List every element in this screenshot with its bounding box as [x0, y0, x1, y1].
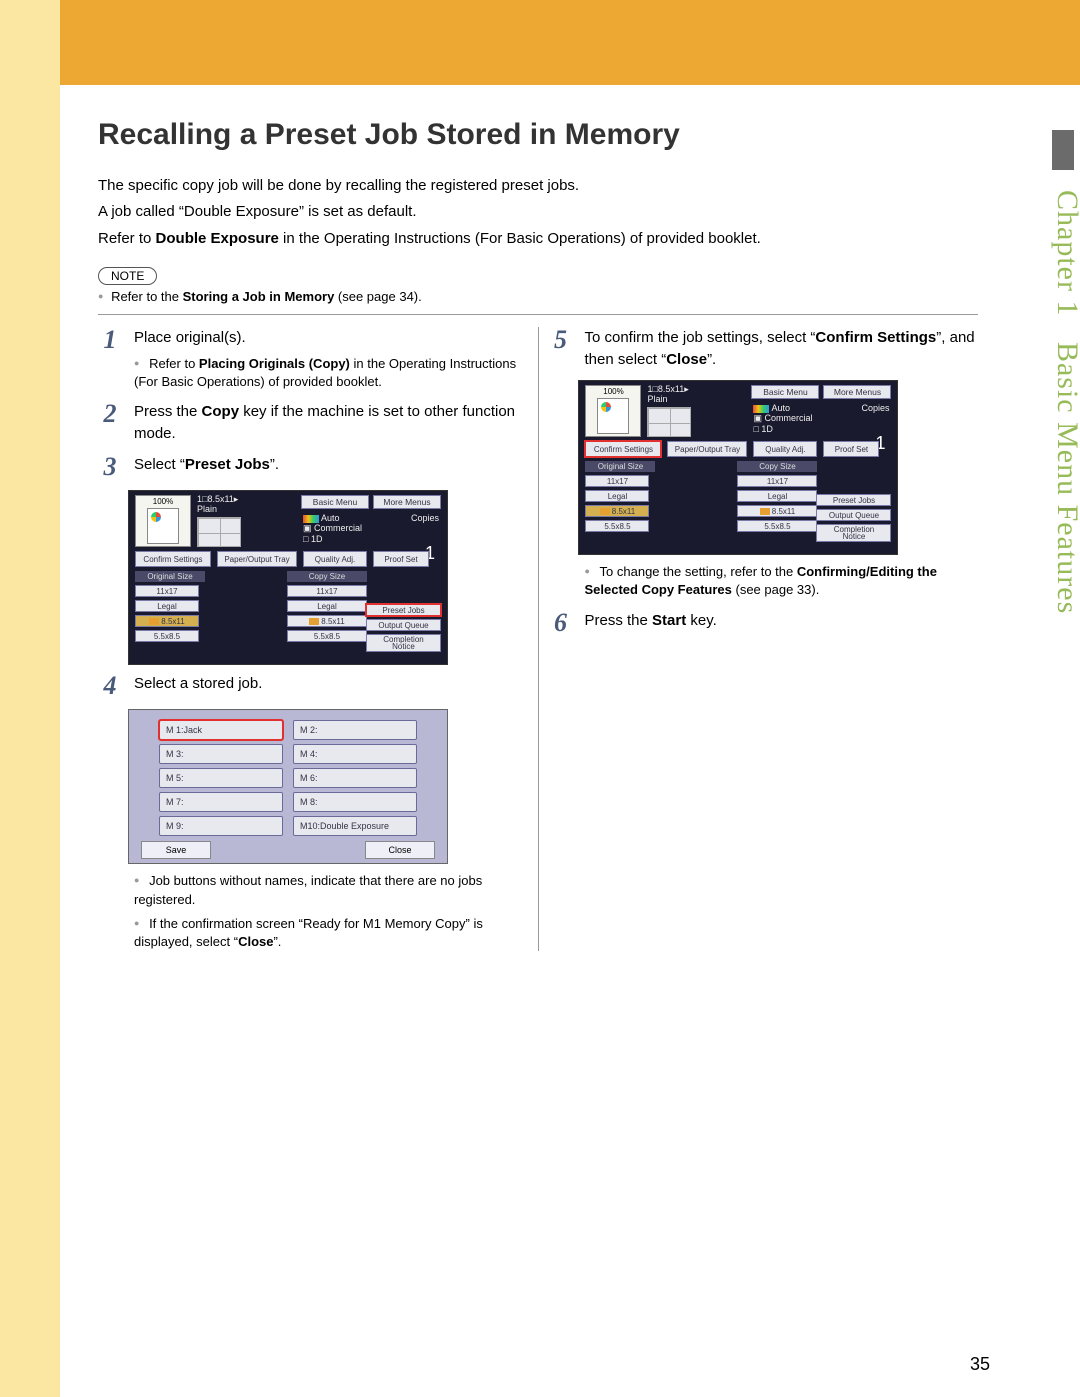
- copier-screen-step5: 100% 1□8.5x11▸ Plain Basic Menu More Men…: [578, 380, 898, 555]
- size-11x17-button[interactable]: 11x17: [585, 475, 649, 487]
- copy-55x85-button[interactable]: 5.5x8.5: [287, 630, 367, 642]
- step-2: 2 Press the Copy key if the machine is s…: [98, 401, 528, 445]
- proof-set-button[interactable]: Proof Set: [373, 551, 429, 567]
- size-85x11-button[interactable]: 8.5x11: [585, 505, 649, 517]
- copy-55x85-button[interactable]: 5.5x8.5: [737, 520, 817, 532]
- output-queue-button[interactable]: Output Queue: [816, 509, 891, 521]
- step-5-sub: To change the setting, refer to the Conf…: [584, 563, 978, 599]
- more-menus-button[interactable]: More Menus: [373, 495, 441, 509]
- memory-slot-m6[interactable]: M 6:: [293, 768, 417, 788]
- copy-11x17-button[interactable]: 11x17: [287, 585, 367, 597]
- page-title: Recalling a Preset Job Stored in Memory: [98, 118, 978, 152]
- side-tab-marker: [1052, 130, 1074, 170]
- step-num-2: 2: [98, 401, 122, 445]
- note-line: Refer to the Storing a Job in Memory (se…: [98, 289, 978, 304]
- size-11x17-button[interactable]: 11x17: [135, 585, 199, 597]
- paper-output-button[interactable]: Paper/Output Tray: [217, 551, 297, 567]
- document-icon: [597, 398, 629, 434]
- left-column: 1 Place original(s). Refer to Placing Or…: [98, 327, 528, 951]
- step-4-body: Select a stored job.: [134, 673, 528, 699]
- chapter-label: Chapter 1: [1051, 190, 1080, 316]
- page-number: 35: [970, 1354, 990, 1375]
- step-5: 5 To confirm the job settings, select “C…: [548, 327, 978, 371]
- memory-slot-m8[interactable]: M 8:: [293, 792, 417, 812]
- paper-grid-icon: [197, 517, 241, 547]
- side-tab-text: Chapter 1 Basic Menu Features: [1050, 190, 1080, 614]
- intro-block: The specific copy job will be done by re…: [98, 174, 978, 304]
- memory-slot-m5[interactable]: M 5:: [159, 768, 283, 788]
- proof-set-button[interactable]: Proof Set: [823, 441, 879, 457]
- step-num-6: 6: [548, 610, 572, 636]
- preset-jobs-button[interactable]: Preset Jobs: [816, 494, 891, 506]
- paper-output-button[interactable]: Paper/Output Tray: [667, 441, 747, 457]
- memory-slot-m7[interactable]: M 7:: [159, 792, 283, 812]
- step-num-4: 4: [98, 673, 122, 699]
- confirm-settings-button[interactable]: Confirm Settings: [585, 441, 661, 457]
- step-num-5: 5: [548, 327, 572, 371]
- two-column-layout: 1 Place original(s). Refer to Placing Or…: [98, 327, 978, 951]
- size-55x85-button[interactable]: 5.5x8.5: [585, 520, 649, 532]
- basic-menu-button[interactable]: Basic Menu: [301, 495, 369, 509]
- step-num-1: 1: [98, 327, 122, 391]
- separator: [98, 314, 978, 315]
- copy-85x11-button[interactable]: 8.5x11: [287, 615, 367, 627]
- step-3: 3 Select “Preset Jobs”.: [98, 454, 528, 480]
- step-6: 6 Press the Start key.: [548, 610, 978, 636]
- step-1-body: Place original(s). Refer to Placing Orig…: [134, 327, 528, 391]
- size-legal-button[interactable]: Legal: [585, 490, 649, 502]
- step-6-body: Press the Start key.: [584, 610, 978, 636]
- step-5-body: To confirm the job settings, select “Con…: [584, 327, 978, 371]
- save-button[interactable]: Save: [141, 841, 211, 859]
- preview-pane: 100%: [135, 495, 191, 547]
- copy-11x17-button[interactable]: 11x17: [737, 475, 817, 487]
- memory-slot-m2[interactable]: M 2:: [293, 720, 417, 740]
- step-num-3: 3: [98, 454, 122, 480]
- document-icon: [147, 508, 179, 544]
- memory-slot-m10[interactable]: M10:Double Exposure: [293, 816, 417, 836]
- basic-menu-button[interactable]: Basic Menu: [751, 385, 819, 399]
- size-85x11-button[interactable]: 8.5x11: [135, 615, 199, 627]
- column-divider: [538, 327, 539, 951]
- intro-p1: The specific copy job will be done by re…: [98, 174, 978, 197]
- preset-jobs-button[interactable]: Preset Jobs: [366, 604, 441, 616]
- side-chapter-tab: Chapter 1 Basic Menu Features: [1014, 130, 1074, 1130]
- quality-adj-button[interactable]: Quality Adj.: [303, 551, 367, 567]
- memory-slot-m9[interactable]: M 9:: [159, 816, 283, 836]
- step-2-body: Press the Copy key if the machine is set…: [134, 401, 528, 445]
- copy-85x11-button[interactable]: 8.5x11: [737, 505, 817, 517]
- completion-notice-button[interactable]: Completion Notice: [816, 524, 891, 542]
- section-label: Basic Menu Features: [1051, 342, 1080, 614]
- memory-screen-step4: M 1:Jack M 2: M 3: M 4: M 5: M 6: M 7: M…: [128, 709, 448, 864]
- note-badge: NOTE: [98, 267, 157, 285]
- left-margin-strip: [0, 0, 60, 1397]
- close-button[interactable]: Close: [365, 841, 435, 859]
- memory-slot-m3[interactable]: M 3:: [159, 744, 283, 764]
- paper-grid-icon: [647, 407, 691, 437]
- preview-pane: 100%: [585, 385, 641, 437]
- more-menus-button[interactable]: More Menus: [823, 385, 891, 399]
- copy-legal-button[interactable]: Legal: [287, 600, 367, 612]
- step-4: 4 Select a stored job.: [98, 673, 528, 699]
- copier-screen-step3: 100% 1□8.5x11▸ Plain Basic Menu More Men…: [128, 490, 448, 665]
- step-3-body: Select “Preset Jobs”.: [134, 454, 528, 480]
- step-1-sub: Refer to Placing Originals (Copy) in the…: [134, 355, 528, 391]
- copy-legal-button[interactable]: Legal: [737, 490, 817, 502]
- output-queue-button[interactable]: Output Queue: [366, 619, 441, 631]
- step-1: 1 Place original(s). Refer to Placing Or…: [98, 327, 528, 391]
- step-4-sub2: If the confirmation screen “Ready for M1…: [134, 915, 528, 951]
- confirm-settings-button[interactable]: Confirm Settings: [135, 551, 211, 567]
- page-content: Recalling a Preset Job Stored in Memory …: [98, 118, 978, 951]
- right-column: 5 To confirm the job settings, select “C…: [548, 327, 978, 951]
- quality-adj-button[interactable]: Quality Adj.: [753, 441, 817, 457]
- memory-slot-m4[interactable]: M 4:: [293, 744, 417, 764]
- intro-p2: A job called “Double Exposure” is set as…: [98, 200, 978, 223]
- completion-notice-button[interactable]: Completion Notice: [366, 634, 441, 652]
- size-55x85-button[interactable]: 5.5x8.5: [135, 630, 199, 642]
- top-header-bar: [60, 0, 1080, 85]
- intro-p3: Refer to Double Exposure in the Operatin…: [98, 227, 978, 250]
- memory-slot-m1[interactable]: M 1:Jack: [159, 720, 283, 740]
- step-4-sub1: Job buttons without names, indicate that…: [134, 872, 528, 908]
- size-legal-button[interactable]: Legal: [135, 600, 199, 612]
